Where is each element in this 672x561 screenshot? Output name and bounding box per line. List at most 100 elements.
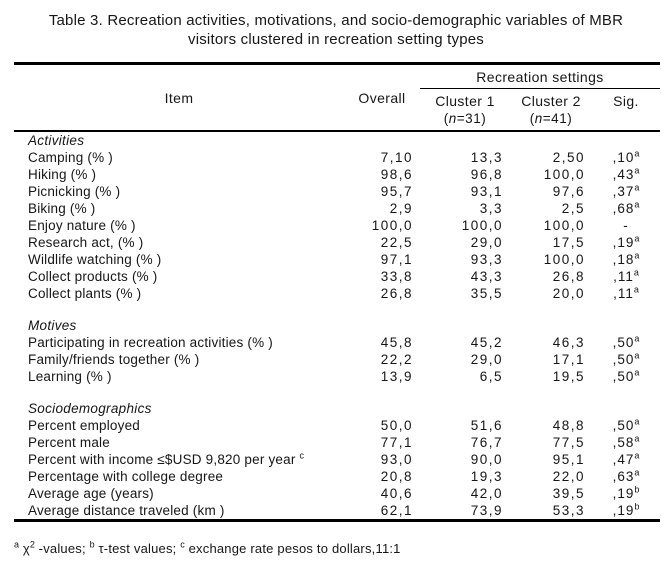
table-caption: Table 3. Recreation activities, motivati… (0, 11, 672, 49)
sig-value: ,37 (612, 184, 635, 199)
sig-value: - (623, 218, 629, 233)
row-label: Average distance traveled (km ) (28, 503, 225, 518)
sig-value: ,10 (612, 150, 635, 165)
data-table: Item Overall Recreation settings Cluster… (14, 62, 660, 522)
row-label: Collect plants (% ) (28, 286, 142, 301)
col-group-header-recreation-settings: Recreation settings (420, 63, 660, 89)
spacer-cell (14, 385, 660, 400)
row-label: Participating in recreation activities (… (28, 335, 273, 350)
cell-sig: ,19b (592, 485, 660, 502)
cell-overall: 13,9 (380, 369, 413, 384)
sig-value: ,43 (612, 167, 635, 182)
cell-cluster2: 2,50 (552, 150, 585, 165)
cell-overall: 93,0 (380, 452, 413, 467)
cell-cluster2: 100,0 (543, 252, 585, 267)
sig-value: ,50 (612, 418, 635, 433)
cell-overall: 95,7 (380, 184, 413, 199)
spacer-row (14, 385, 660, 400)
footnote-text-c: exchange rate pesos to dollars,11:1 (184, 541, 401, 556)
cell-cluster2: 22,0 (552, 469, 585, 484)
cell-cluster1: 51,6 (470, 418, 503, 433)
table-row: Wildlife watching (% ) 97,1 93,3 100,0 ,18a (14, 251, 660, 268)
sig-superscript: a (633, 284, 639, 295)
cell-overall: 26,8 (380, 286, 413, 301)
cell-overall: 2,9 (389, 201, 413, 216)
cell-sig: ,68a (592, 200, 660, 217)
cell-overall: 40,6 (380, 486, 413, 501)
n-value: =31) (456, 111, 487, 126)
header-row-group: Item Overall Recreation settings (14, 63, 660, 106)
row-label: Hiking (% ) (28, 167, 97, 182)
sig-value: ,50 (612, 335, 635, 350)
row-label: Family/friends together (% ) (28, 352, 200, 367)
sig-superscript: a (634, 199, 640, 210)
table-caption-line2: visitors clustered in recreation setting… (188, 31, 484, 48)
cell-overall: 50,0 (380, 418, 413, 433)
cell-cluster1: 42,0 (470, 486, 503, 501)
section-header-row: Activities (14, 131, 660, 149)
sig-value: ,68 (612, 201, 635, 216)
cell-sig: ,11a (592, 285, 660, 302)
label-superscript: c (299, 450, 304, 461)
sig-superscript: a (634, 182, 640, 193)
cell-sig: ,43a (592, 166, 660, 183)
table-row: Percent with income ≤$USD 9,820 per year… (14, 451, 660, 468)
paren: ( (443, 111, 449, 126)
table-body: Activities Camping (% ) 7,10 13,3 2,50,10a Hi… (14, 131, 660, 521)
cell-overall: 22,2 (380, 352, 413, 367)
table-row: Hiking (% ) 98,6 96,8 100,0 ,43a (14, 166, 660, 183)
sig-superscript: a (634, 433, 640, 444)
table-row: Family/friends together (% ) 22,2 29,0 17,1… (14, 351, 660, 368)
spacer-cell (14, 302, 660, 317)
cell-sig: ,50a (592, 368, 660, 385)
row-label: Wildlife watching (% ) (28, 252, 162, 267)
cell-overall: 98,6 (380, 167, 413, 182)
sig-value: ,19 (612, 503, 635, 518)
sig-value: ,58 (612, 435, 635, 450)
cell-cluster1: 100,0 (461, 218, 503, 233)
n-value: =41) (542, 111, 573, 126)
footnote-marker-c: c (180, 539, 185, 550)
table-row: Collect plants (% ) 26,8 35,5 20,0 ,11a (14, 285, 660, 302)
cell-sig: ,19b (592, 502, 660, 521)
table-row: Learning (% ) 13,9 6,5 19,5 ,50a (14, 368, 660, 385)
cell-cluster2: 97,6 (552, 184, 585, 199)
sig-value: ,11 (613, 286, 634, 301)
cell-cluster1: 73,9 (470, 503, 503, 518)
sig-superscript: a (634, 148, 640, 159)
cell-cluster2: 77,5 (552, 435, 585, 450)
cell-cluster2: 19,5 (552, 369, 585, 384)
cell-cluster2: 26,8 (552, 269, 585, 284)
table-row: Biking (% ) 2,9 3,3 2,5 ,68a (14, 200, 660, 217)
table-row: Average age (years) 40,6 42,0 39,5 ,19b (14, 485, 660, 502)
cell-cluster1: 13,3 (470, 150, 503, 165)
table-footnote: a χ2 -values; b τ-test values; c exchang… (14, 539, 672, 556)
sig-value: ,50 (612, 352, 635, 367)
cell-overall: 20,8 (380, 469, 413, 484)
cell-cluster2: 20,0 (552, 286, 585, 301)
paren: ( (529, 111, 535, 126)
table-row: Percent employed 50,0 51,6 48,8 ,50a (14, 417, 660, 434)
table-row: Picnicking (% ) 95,7 93,1 97,6 ,37a (14, 183, 660, 200)
cell-sig: ,63a (592, 468, 660, 485)
cell-cluster1: 93,1 (470, 184, 503, 199)
cell-sig: ,19a (592, 234, 660, 251)
cell-cluster1: 45,2 (470, 335, 503, 350)
section-header-row: Motives (14, 317, 660, 334)
table-row: Collect products (% ) 33,8 43,3 26,8 ,11a (14, 268, 660, 285)
cluster2-label: Cluster 2 (521, 93, 581, 109)
cell-sig: ,50a (592, 417, 660, 434)
cell-cluster1: 43,3 (470, 269, 503, 284)
table-row: Average distance traveled (km ) 62,1 73,9 5… (14, 502, 660, 521)
cell-cluster2: 46,3 (552, 335, 585, 350)
n-symbol: n (448, 111, 457, 126)
table-row: Percent male 77,1 76,7 77,5 ,58a (14, 434, 660, 451)
cell-cluster1: 6,5 (479, 369, 503, 384)
sig-superscript: a (634, 233, 640, 244)
cell-cluster2: 100,0 (543, 218, 585, 233)
row-label: Percent with income ≤$USD 9,820 per year… (28, 450, 304, 467)
cell-sig: ,37a (592, 183, 660, 200)
row-label: Picnicking (% ) (28, 184, 121, 199)
sig-superscript: a (634, 165, 640, 176)
table-row: Enjoy nature (% ) 100,0 100,0 100,0 - (14, 217, 660, 234)
